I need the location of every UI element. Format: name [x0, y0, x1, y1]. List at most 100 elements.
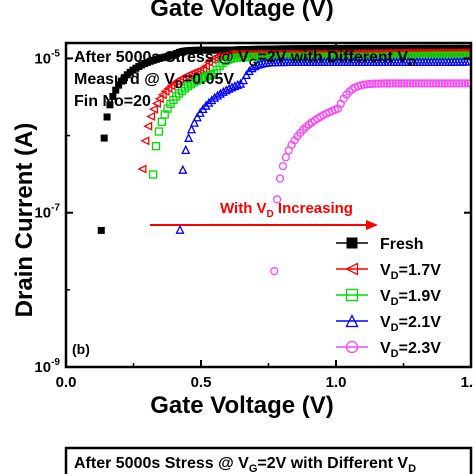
annotation-measure-condition: Measurd @ VD=0.05V: [74, 71, 234, 91]
data-point-vd21: [192, 112, 202, 122]
data-point-vd21: [186, 124, 197, 134]
data-point-vd23: [405, 79, 415, 88]
data-point-fresh: [95, 378, 102, 385]
data-point-vd23: [385, 79, 394, 88]
data-point-vd23: [400, 79, 409, 88]
data-point-fresh: [112, 86, 120, 94]
data-point-vd21: [253, 59, 263, 69]
panel-label: (b): [72, 341, 90, 357]
lower-panel-title: After 5000s Stress @ VG=2V with Differen…: [74, 455, 416, 474]
data-point-vd23: [452, 79, 461, 88]
data-point-vd21: [227, 82, 237, 92]
data-point-vd21: [175, 224, 185, 234]
legend-entry-vd21: VD=2.1V: [336, 314, 441, 334]
data-point-vd17: [146, 111, 156, 121]
data-point-vd23: [382, 79, 392, 88]
data-point-vd17: [160, 86, 170, 96]
data-point-vd21: [250, 61, 260, 71]
legend-entry-vd23: VD=2.3V: [336, 340, 441, 360]
data-point-vd17: [142, 366, 144, 367]
data-point-vd23: [440, 79, 449, 88]
data-point-vd23: [443, 79, 452, 88]
svg-text:VD=1.9V: VD=1.9V: [380, 288, 441, 308]
data-point-vd23: [359, 80, 368, 89]
data-point-vd23: [449, 79, 458, 88]
svg-text:VD=2.3V: VD=2.3V: [380, 340, 441, 360]
data-point-vd23: [278, 161, 288, 171]
series-layer: [95, 44, 471, 385]
data-point-vd17: [198, 64, 208, 74]
data-point-fresh: [115, 81, 123, 89]
data-point-vd17: [148, 104, 159, 114]
y-tick-label: 10-5: [34, 48, 60, 67]
series-vd21: [175, 56, 471, 234]
data-point-fresh: [106, 101, 114, 109]
data-point-vd23: [426, 79, 435, 88]
svg-text:Fresh: Fresh: [380, 236, 424, 253]
data-point-vd23: [275, 174, 285, 183]
y-tick-label: 10-7: [34, 203, 60, 222]
data-point-fresh: [464, 44, 471, 52]
legend-entry-vd17: VD=1.7V: [336, 262, 441, 282]
data-point-fresh: [100, 134, 108, 142]
data-point-vd17: [157, 90, 167, 100]
data-point-vd23: [446, 79, 455, 88]
x-tick-label: 1.0: [326, 374, 347, 391]
svg-text:VD=1.7V: VD=1.7V: [380, 262, 441, 282]
data-point-vd21: [207, 95, 217, 105]
upper-panel-x-axis-label: Gate Voltage (V): [150, 0, 334, 22]
legend-entry-fresh: Fresh: [336, 236, 424, 253]
data-point-vd17: [143, 121, 153, 131]
data-point-vd21: [189, 117, 199, 127]
data-point-vd21: [233, 79, 243, 89]
data-point-vd23: [403, 79, 412, 88]
data-point-vd23: [417, 79, 426, 88]
data-point-vd23: [362, 80, 371, 89]
annotation-fin-number: Fin No=20: [74, 93, 151, 110]
data-point-vd23: [388, 79, 397, 88]
data-point-vd19: [149, 170, 158, 179]
data-point-vd19: [157, 117, 166, 126]
data-point-vd21: [230, 80, 240, 91]
data-point-vd23: [434, 79, 444, 88]
data-point-vd19: [151, 142, 161, 151]
x-tick-label: 0.0: [56, 374, 77, 391]
data-point-vd21: [221, 85, 231, 95]
svg-text:VD=2.1V: VD=2.1V: [380, 314, 441, 334]
data-point-fresh: [97, 226, 105, 234]
data-point-vd19: [154, 127, 164, 136]
data-point-vd23: [457, 79, 467, 88]
data-point-vd17: [200, 61, 211, 71]
data-point-vd23: [437, 79, 446, 88]
data-point-vd23: [408, 79, 418, 88]
legend: Fresh VD=1.7V VD=1.9V VD=2.1V VD=2.3V: [336, 236, 441, 360]
data-point-vd23: [423, 79, 432, 88]
annotation-vd-increasing: With VD Increasing: [220, 200, 353, 220]
data-point-vd23: [397, 79, 406, 88]
data-point-vd23: [377, 79, 386, 88]
data-point-vd23: [414, 79, 423, 88]
data-point-vd17: [137, 164, 147, 174]
data-point-vd17: [154, 94, 164, 104]
data-point-vd21: [184, 132, 194, 142]
x-tick-label: 0.5: [191, 374, 212, 391]
data-point-vd21: [181, 144, 191, 155]
data-point-vd23: [371, 79, 380, 88]
data-point-vd23: [268, 374, 275, 381]
y-axis-label: Drain Current (A): [11, 123, 38, 318]
data-point-vd23: [391, 79, 400, 88]
series-fresh: [95, 44, 471, 385]
data-point-vd17: [140, 136, 150, 146]
y-tick-label: 10-9: [34, 357, 60, 376]
data-point-vd23: [270, 267, 279, 276]
data-point-vd21: [204, 97, 214, 107]
data-point-vd23: [273, 195, 282, 204]
lower-panel-frame: [64, 446, 473, 474]
data-point-vd21: [224, 83, 234, 93]
data-point-vd23: [463, 79, 471, 88]
data-point-fresh: [109, 92, 117, 100]
data-point-vd17: [151, 98, 161, 108]
data-point-vd23: [460, 79, 470, 88]
x-tick-label: 1.5: [461, 374, 474, 391]
